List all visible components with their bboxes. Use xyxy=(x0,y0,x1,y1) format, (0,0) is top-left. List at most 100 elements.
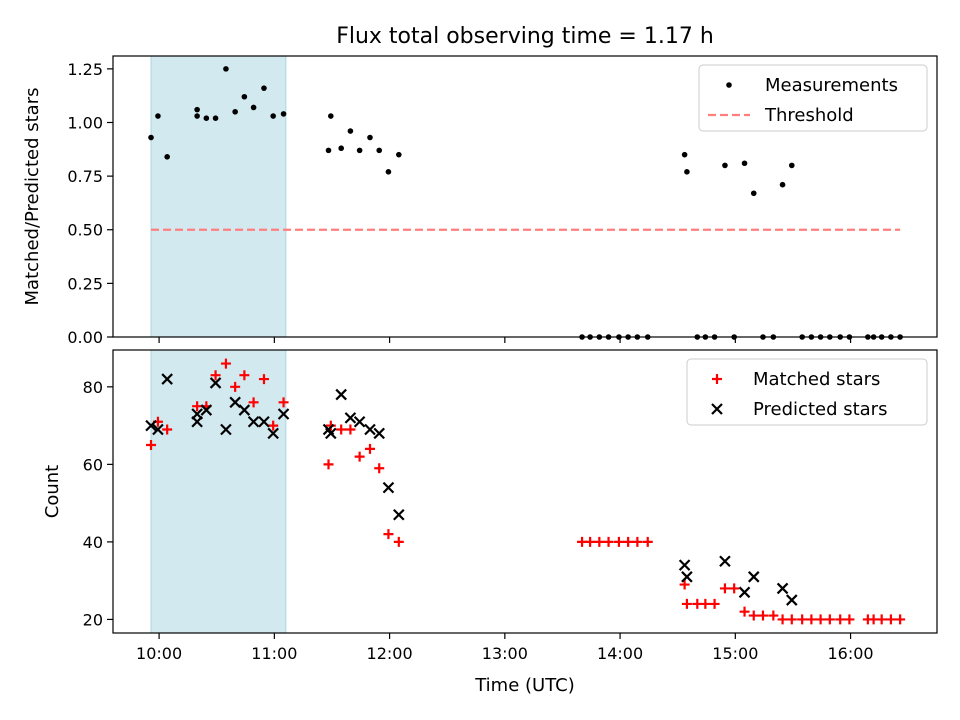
matched-stars-point xyxy=(239,370,250,381)
matched-stars-point xyxy=(220,358,231,369)
predicted-stars-point xyxy=(220,423,232,436)
y-tick-label: 1.25 xyxy=(67,60,103,79)
measurements-point xyxy=(223,66,229,72)
matched-stars-point xyxy=(613,536,624,547)
matched-stars-point xyxy=(729,583,740,594)
measurements-point xyxy=(155,113,161,119)
predicted-stars-point xyxy=(161,373,173,385)
legend-label: Threshold xyxy=(764,105,854,126)
y-tick-label: 20 xyxy=(83,610,103,629)
predicted-stars-point xyxy=(200,404,213,416)
y-tick-label: 0.00 xyxy=(67,328,103,347)
legend-predicted-stars-swatch xyxy=(711,403,723,415)
predicted-stars-point xyxy=(267,427,279,440)
matched-stars-point xyxy=(642,536,653,547)
y-tick-label: 1.00 xyxy=(67,113,103,132)
matched-stars-point xyxy=(815,614,826,625)
legend-label: Predicted stars xyxy=(753,399,887,420)
matched-stars-point xyxy=(248,397,259,408)
legend-measurements-swatch xyxy=(726,82,732,88)
y-tick-label: 0.25 xyxy=(67,274,103,293)
measurements-point xyxy=(250,104,257,111)
y-tick-label: 60 xyxy=(83,455,103,474)
matched-stars-point xyxy=(210,370,221,381)
legend-label: Matched stars xyxy=(753,369,880,390)
measurements-point xyxy=(194,106,200,113)
bottom-panel-counts: 20 40 60 80 10:00 11:00 12:00 13:00 14:00 15:00 16… xyxy=(42,349,938,696)
matched-stars-point xyxy=(777,614,788,625)
y-tick-label: 0.75 xyxy=(67,167,103,186)
predicted-stars-point xyxy=(678,559,691,571)
legend-matched-stars-swatch xyxy=(712,374,722,384)
measurements-point xyxy=(241,93,248,100)
measurements-point xyxy=(376,147,383,154)
predicted-stars-point xyxy=(353,415,366,428)
matched-stars-point xyxy=(146,439,157,450)
matched-stars-point xyxy=(336,424,347,435)
matched-stars-point xyxy=(383,529,394,540)
matched-stars-point xyxy=(709,598,720,609)
predicted-stars-point xyxy=(364,423,376,436)
measurements-point xyxy=(328,113,334,119)
bottom-axis-ticks: 20 40 60 80 10:00 11:00 12:00 13:00 14:00 15:00 16… xyxy=(83,378,874,663)
x-tick-label: 16:00 xyxy=(828,644,874,663)
measurements-point xyxy=(164,154,170,160)
measurements-point xyxy=(194,113,200,119)
x-tick-label: 13:00 xyxy=(482,644,528,663)
measurements-point xyxy=(232,108,238,115)
predicted-stars-point xyxy=(238,404,251,416)
legend-box xyxy=(686,358,928,426)
matched-stars-point xyxy=(806,614,817,625)
predicted-stars-point xyxy=(344,412,357,424)
matched-stars-point xyxy=(885,614,896,625)
measurements-point xyxy=(779,181,786,188)
matched-stars-point xyxy=(268,420,279,431)
bottom-data-points xyxy=(145,358,906,625)
measurements-point xyxy=(750,190,757,197)
measurements-point xyxy=(203,115,210,122)
measurements-point xyxy=(338,145,344,152)
predicted-stars-point xyxy=(152,423,164,436)
matched-stars-point xyxy=(895,614,906,625)
measurements-point xyxy=(681,151,688,158)
bottom-x-axis-label: Time (UTC) xyxy=(474,675,575,696)
y-tick-label: 40 xyxy=(83,533,103,552)
predicted-stars-point xyxy=(786,594,798,606)
predicted-stars-point xyxy=(191,415,203,428)
figure-title: Flux total observing time = 1.17 h xyxy=(336,24,714,49)
matched-stars-point xyxy=(679,579,690,590)
measurements-point xyxy=(741,160,748,167)
measurements-point xyxy=(684,169,690,175)
top-y-axis-label: Matched/Predicted stars xyxy=(22,88,43,306)
matched-stars-point xyxy=(594,536,605,547)
matched-stars-point xyxy=(325,420,336,431)
top-shaded-region xyxy=(150,55,287,338)
measurements-point xyxy=(261,85,267,91)
matched-stars-point xyxy=(757,610,768,621)
measurements-point xyxy=(325,147,332,154)
top-panel-ratio: 0.00 0.25 0.50 0.75 1.00 1.25 Matched/Predict… xyxy=(22,55,938,347)
predicted-stars-point xyxy=(335,388,347,401)
measurements-point xyxy=(722,162,728,169)
matched-stars-point xyxy=(632,536,643,547)
predicted-stars-point xyxy=(681,571,693,583)
top-axis-ticks: 0.00 0.25 0.50 0.75 1.00 1.25 xyxy=(67,60,852,347)
top-legend: Measurements Threshold xyxy=(698,64,928,132)
measurements-point xyxy=(367,134,373,141)
predicted-stars-point xyxy=(229,396,241,409)
matched-stars-point xyxy=(323,459,334,470)
predicted-stars-point xyxy=(277,408,290,420)
predicted-stars-point xyxy=(325,427,337,440)
matched-stars-point xyxy=(844,614,855,625)
measurements-point xyxy=(280,111,287,117)
bottom-shaded-region xyxy=(150,349,287,634)
bottom-y-axis-label: Count xyxy=(42,465,63,518)
predicted-stars-point xyxy=(373,427,385,440)
predicted-stars-point xyxy=(776,582,789,595)
measurements-point xyxy=(356,147,363,154)
matched-stars-point xyxy=(162,424,173,435)
x-tick-label: 15:00 xyxy=(712,644,758,663)
matched-stars-point xyxy=(700,598,711,609)
matched-stars-point xyxy=(258,374,269,385)
top-data-points xyxy=(148,66,903,340)
